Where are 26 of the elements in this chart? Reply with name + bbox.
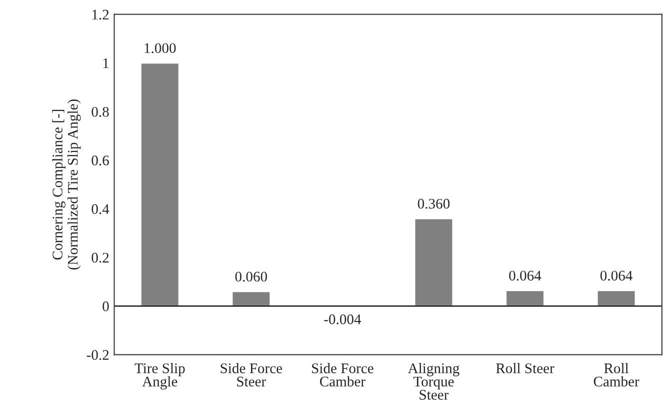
bar [596, 290, 636, 307]
bar [140, 62, 180, 307]
x-tick-label: Roll Camber [594, 362, 640, 386]
data-label: 0.060 [235, 272, 268, 282]
y-tick-label: -0.2 [86, 350, 109, 360]
y-tick-label: 0.6 [92, 156, 109, 166]
data-label: 0.064 [600, 270, 632, 281]
x-tick-label: Aligning Torque Steer [408, 362, 460, 400]
bar [231, 290, 272, 307]
data-label: 0.360 [418, 198, 450, 209]
x-tick-label: Side Force Camber [312, 362, 374, 386]
data-label: -0.004 [324, 314, 362, 324]
data-label: 0.064 [509, 270, 542, 281]
y-tick-label: 0 [102, 301, 109, 312]
x-tick-label: Tire Slip Angle [134, 362, 185, 390]
y-tick-label: 0.8 [92, 106, 109, 117]
data-label: 1.000 [144, 43, 176, 54]
y-tick-label: 0.4 [92, 204, 110, 214]
y-axis-title: Cornering Compliance [-] (Normalized Tire Slip Angle) [52, 99, 81, 270]
y-tick-label: 0.2 [92, 252, 109, 263]
bar [414, 218, 454, 307]
y-tick-label: 1 [103, 58, 109, 68]
y-tick-label: 1.2 [92, 10, 109, 20]
x-tick-label: Side Force Steer [220, 362, 282, 386]
x-tick-label: Roll Steer [496, 362, 554, 374]
bar [505, 290, 545, 307]
